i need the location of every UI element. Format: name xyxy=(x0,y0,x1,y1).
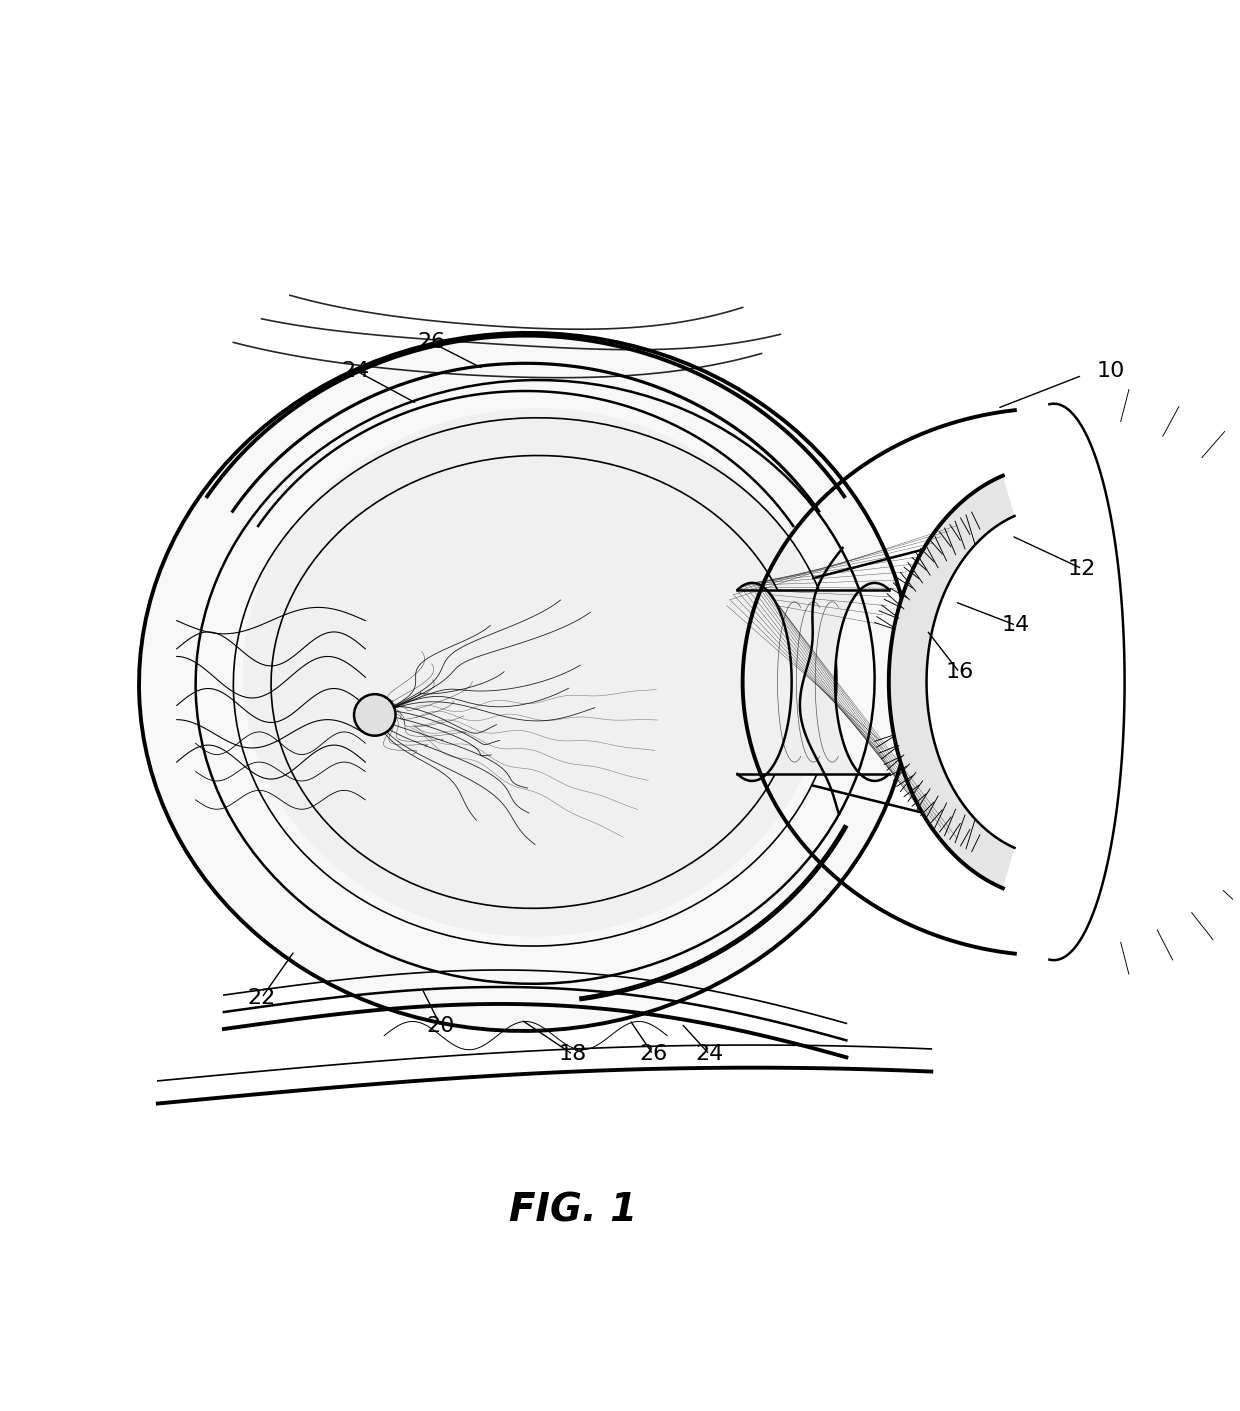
Text: 14: 14 xyxy=(1002,615,1030,635)
Text: 22: 22 xyxy=(248,988,275,1007)
Polygon shape xyxy=(889,476,1014,889)
Text: 12: 12 xyxy=(1068,559,1096,579)
Ellipse shape xyxy=(139,333,913,1031)
Text: 26: 26 xyxy=(639,1044,667,1064)
Polygon shape xyxy=(738,583,889,780)
Text: 10: 10 xyxy=(1096,361,1125,381)
Text: 24: 24 xyxy=(696,1044,724,1064)
Circle shape xyxy=(355,694,396,735)
Text: FIG. 1: FIG. 1 xyxy=(508,1191,637,1229)
Text: 24: 24 xyxy=(342,361,370,381)
Text: 18: 18 xyxy=(559,1044,587,1064)
Text: 20: 20 xyxy=(427,1016,455,1036)
Text: 16: 16 xyxy=(945,663,973,683)
Ellipse shape xyxy=(243,408,827,937)
Text: 26: 26 xyxy=(417,333,445,353)
